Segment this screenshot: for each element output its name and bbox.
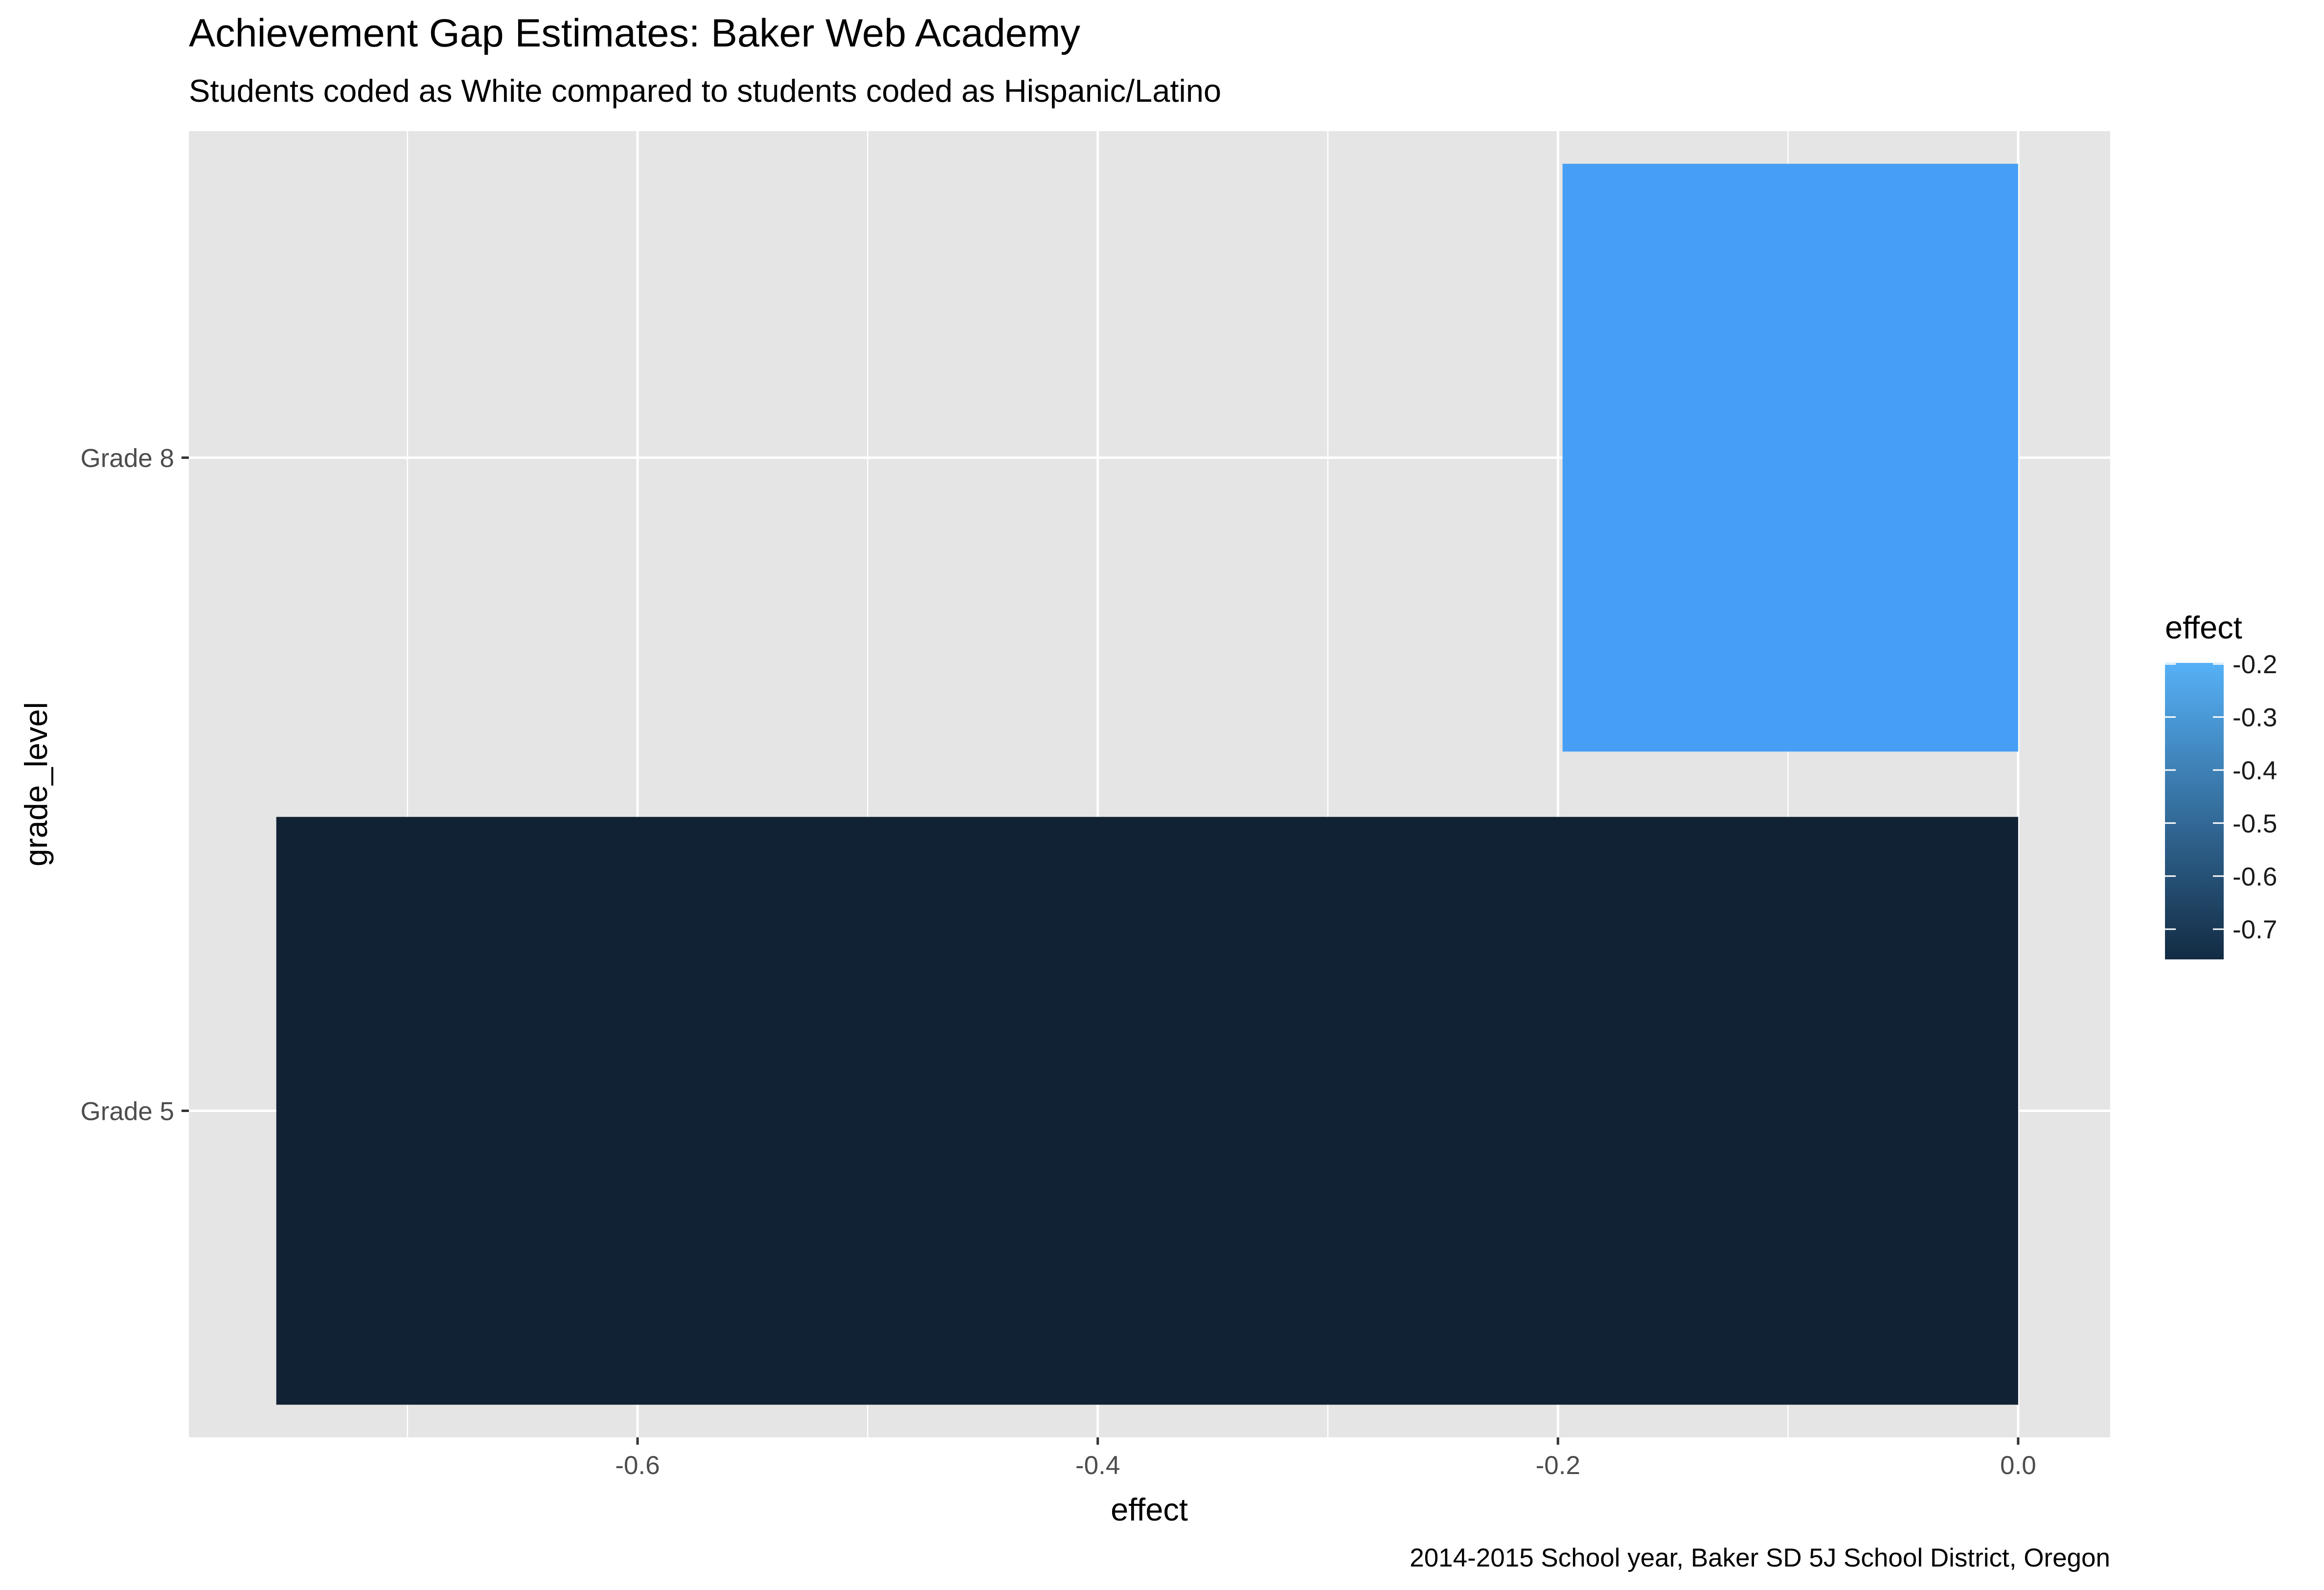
legend-tick-label: -0.6 [2233, 863, 2277, 891]
x-axis: -0.6 -0.4 -0.2 0.0 [615, 1437, 2036, 1480]
y-tick-label: Grade 5 [80, 1097, 174, 1126]
legend-ticks: -0.2 -0.3 -0.4 -0.5 -0.6 -0.7 [2165, 650, 2277, 944]
legend-tick-label: -0.3 [2233, 704, 2277, 732]
y-axis-title: grade_level [18, 702, 54, 866]
legend: effect -0.2 -0.3 -0.4 -0.5 -0.6 -0.7 [2165, 610, 2277, 959]
x-tick-label: -0.4 [1075, 1451, 1120, 1480]
legend-tick-label: -0.5 [2233, 809, 2277, 838]
legend-tick-label: -0.7 [2233, 915, 2277, 944]
bar-grade-8 [1562, 163, 2018, 752]
bars [276, 163, 2018, 1405]
bar-grade-5 [276, 817, 2018, 1405]
legend-tick-label: -0.4 [2233, 756, 2277, 785]
chart-caption: 2014-2015 School year, Baker SD 5J Schoo… [1410, 1544, 2110, 1572]
legend-tick-label: -0.2 [2233, 650, 2277, 679]
y-axis: Grade 5 Grade 8 [80, 444, 189, 1126]
chart-subtitle: Students coded as White compared to stud… [189, 73, 1221, 109]
y-tick-label: Grade 8 [80, 444, 174, 473]
chart-title: Achievement Gap Estimates: Baker Web Aca… [189, 11, 1080, 55]
x-axis-title: effect [1111, 1492, 1188, 1527]
x-tick-label: -0.2 [1536, 1451, 1580, 1480]
legend-title: effect [2165, 610, 2242, 645]
legend-colorbar [2165, 663, 2224, 959]
x-tick-label: 0.0 [2000, 1451, 2036, 1480]
x-tick-label: -0.6 [615, 1451, 660, 1480]
